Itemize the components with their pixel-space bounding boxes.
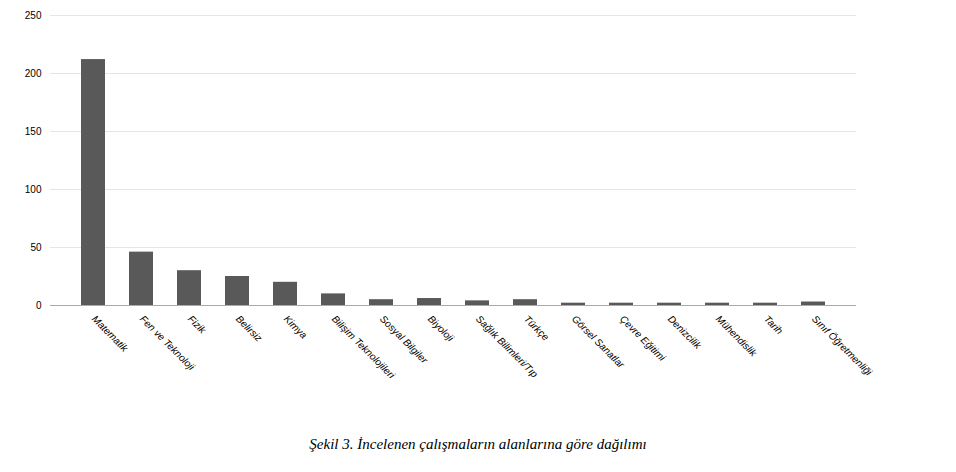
svg-text:Kimya: Kimya [282, 313, 310, 341]
svg-text:Türkçe: Türkçe [522, 313, 552, 343]
svg-text:100: 100 [25, 184, 42, 195]
svg-text:Tarih: Tarih [762, 313, 786, 337]
svg-text:Sınıf Öğretmenliği: Sınıf Öğretmenliği [810, 313, 875, 378]
svg-text:Fizik: Fizik [186, 313, 209, 336]
svg-text:250: 250 [25, 10, 42, 21]
svg-text:200: 200 [25, 68, 42, 79]
svg-text:Denizcilik: Denizcilik [666, 313, 704, 351]
svg-text:50: 50 [30, 242, 42, 253]
svg-text:Sosyal Bilgiler: Sosyal Bilgiler [378, 313, 431, 366]
html-text:Şekil 3. İncelenen çalışmaları: Şekil 3. İncelenen çalışmaların alanları… [309, 436, 647, 452]
svg-text:Görsel Sanatlar: Görsel Sanatlar [570, 313, 627, 370]
svg-text:Matematik: Matematik [90, 313, 131, 354]
svg-text:Belirsiz: Belirsiz [234, 313, 265, 344]
svg-text:0: 0 [36, 300, 42, 311]
svg-text:Fen ve Teknoloji: Fen ve Teknoloji [137, 313, 197, 373]
svg-text:Çevre Eğitimi: Çevre Eğitimi [618, 313, 668, 363]
svg-text:Sağlık Bilimleri/Tıp: Sağlık Bilimleri/Tıp [473, 313, 541, 380]
svg-text:Biyoloji: Biyoloji [426, 313, 457, 344]
svg-text:Mühendislik: Mühendislik [714, 313, 760, 359]
svg-text:Bilişim Teknolojileri: Bilişim Teknolojileri [329, 313, 398, 381]
svg-text:150: 150 [25, 126, 42, 137]
